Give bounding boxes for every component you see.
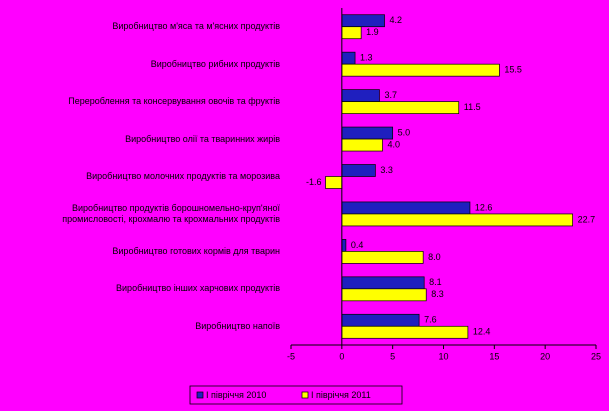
- bar: [341, 89, 380, 102]
- bar: [341, 101, 460, 114]
- bar: [341, 126, 394, 140]
- value-label: 1.3: [360, 53, 373, 63]
- legend-label: І півріччя 2011: [311, 390, 371, 400]
- bar: [341, 138, 383, 152]
- bar: [341, 239, 347, 252]
- x-tick-label: 0: [339, 351, 344, 361]
- bar: [341, 51, 356, 65]
- category-label: Виробництво м'яса та м'ясних продуктів: [112, 21, 280, 32]
- value-label: 3.3: [380, 165, 393, 175]
- category-label: Виробництво інших харчових продуктів: [116, 283, 280, 294]
- category-label: Виробництво олії та тваринних жирів: [125, 133, 280, 144]
- value-label: 15.5: [504, 65, 522, 75]
- value-label: -1.6: [306, 177, 322, 187]
- x-tick-label: 25: [591, 351, 601, 361]
- x-tick-label: 15: [489, 351, 499, 361]
- category-label: Виробництво рибних продуктів: [150, 58, 280, 69]
- value-label: 3.7: [384, 90, 397, 100]
- value-label: 0.4: [351, 240, 364, 250]
- value-label: 4.0: [388, 139, 401, 149]
- x-tick-label: 10: [438, 351, 448, 361]
- bar: [341, 213, 573, 227]
- value-label: 7.6: [424, 315, 437, 325]
- bar: [341, 251, 424, 264]
- bar: [325, 176, 343, 189]
- category-label: Виробництво молочних продуктів та морози…: [86, 171, 280, 181]
- bar: [341, 164, 376, 177]
- category-label: Перероблення та консервування овочів та …: [68, 96, 280, 107]
- bar: [341, 14, 385, 28]
- legend-swatch: [196, 391, 204, 399]
- value-label: 8.1: [429, 277, 442, 287]
- legend-swatch: [301, 391, 309, 399]
- category-label: Виробництво напоїв: [195, 320, 280, 331]
- value-label: 5.0: [398, 127, 411, 137]
- legend-label: І півріччя 2010: [206, 390, 266, 400]
- value-label: 1.9: [366, 27, 379, 37]
- value-label: 8.0: [428, 252, 441, 262]
- bar: [341, 276, 425, 290]
- x-tick-label: -5: [287, 351, 295, 361]
- value-label: 4.2: [390, 15, 403, 25]
- bar: [341, 26, 362, 40]
- category-label: Виробництво продуктів борошномельно-круп…: [62, 202, 280, 224]
- bar: [341, 325, 469, 339]
- value-label: 12.6: [475, 202, 493, 212]
- bar: [341, 288, 427, 302]
- bar: [341, 201, 471, 215]
- value-label: 8.3: [431, 289, 444, 299]
- bar: [341, 63, 500, 77]
- category-label: Виробництво готових кормів для тварин: [112, 245, 280, 256]
- x-tick-label: 20: [540, 351, 550, 361]
- value-label: 22.7: [578, 214, 596, 224]
- legend-box: [189, 385, 403, 405]
- value-label: 11.5: [464, 102, 481, 112]
- x-tick-label: 5: [390, 351, 395, 361]
- value-label: 12.4: [473, 327, 491, 337]
- bar: [341, 313, 420, 327]
